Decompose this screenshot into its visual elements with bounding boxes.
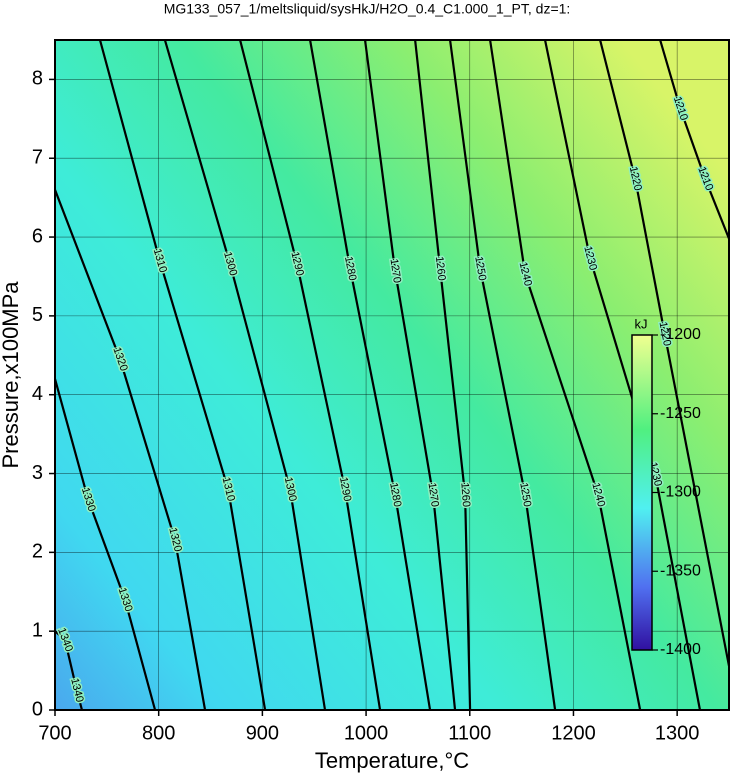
x-tick-label: 1200 <box>551 722 596 744</box>
x-tick-label: 1000 <box>344 722 389 744</box>
y-tick-label: 6 <box>32 225 43 247</box>
contour-label: 1260 <box>458 482 472 507</box>
contour-line <box>55 378 157 710</box>
colorbar-tick-label: -1400 <box>660 641 701 658</box>
contour-label: 1270 <box>426 482 441 508</box>
contour-line <box>308 40 432 710</box>
contour-line <box>659 40 729 240</box>
x-tick-label: 900 <box>246 722 279 744</box>
contour-line <box>98 40 267 710</box>
contour-label: 1250 <box>517 482 533 508</box>
contour-line <box>414 40 472 710</box>
colorbar-tick-label: -1350 <box>660 562 701 579</box>
contour-line <box>489 40 642 710</box>
colorbar-tick-label: -1250 <box>660 405 701 422</box>
contour-line <box>543 40 702 710</box>
x-tick-label: 800 <box>142 722 175 744</box>
y-tick-label: 3 <box>32 462 43 484</box>
contour-line <box>448 40 557 710</box>
contour-line <box>163 40 327 710</box>
contour-label: 1250 <box>472 256 488 282</box>
y-axis-label: Pressure,x100MPa <box>0 281 23 469</box>
field-background <box>55 40 729 710</box>
colorbar-tick-label: -1300 <box>660 484 701 501</box>
plot-frame <box>54 39 730 711</box>
colorbar-label: kJ <box>635 316 648 331</box>
y-tick-label: 2 <box>32 541 43 563</box>
contour-line <box>55 630 84 710</box>
colorbar <box>631 334 653 651</box>
colorbar-tick-label: -1200 <box>660 326 701 343</box>
x-tick-label: 1100 <box>448 722 491 744</box>
x-axis-label: Temperature,°C <box>315 748 469 773</box>
contour-line <box>599 40 729 667</box>
y-tick-label: 4 <box>32 383 43 405</box>
contour-line <box>55 189 207 710</box>
y-tick-label: 5 <box>32 304 43 326</box>
x-tick-label: 700 <box>38 722 71 744</box>
y-tick-label: 7 <box>32 147 43 169</box>
contour-line <box>239 40 382 710</box>
contour-label: 1270 <box>387 258 402 284</box>
contour-line <box>363 40 457 710</box>
y-tick-label: 0 <box>32 698 43 720</box>
y-tick-label: 8 <box>32 68 43 90</box>
y-tick-label: 1 <box>32 619 43 641</box>
x-tick-label: 1300 <box>655 722 700 744</box>
chart-title: MG133_057_1/meltsliquid/sysHkJ/H2O_0.4_C… <box>164 1 571 17</box>
grid <box>55 40 729 710</box>
contour-label: 1260 <box>433 256 448 282</box>
